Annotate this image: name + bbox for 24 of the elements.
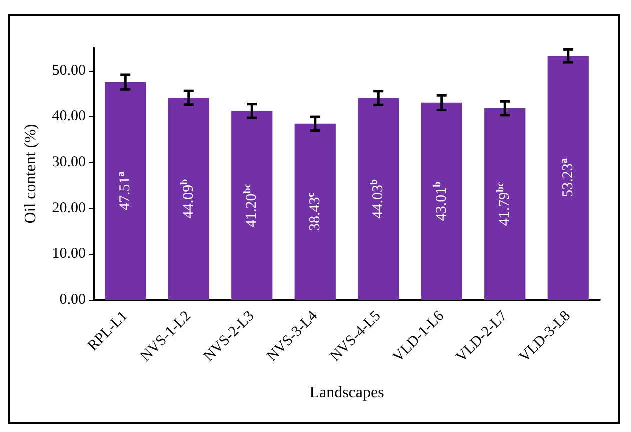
bar	[358, 98, 400, 300]
data-label: 53.23a	[558, 158, 576, 198]
data-label: 41.79bc	[496, 182, 514, 226]
bar	[294, 124, 336, 300]
y-tick-label: 40.00	[52, 108, 86, 125]
bar	[232, 111, 273, 300]
y-tick-label: 30.00	[52, 154, 86, 171]
y-tick-label: 20.00	[52, 200, 86, 216]
x-axis-title: Landscapes	[310, 384, 384, 402]
data-label: 38.43c	[306, 192, 324, 232]
bar	[548, 56, 589, 300]
data-label: 44.09b	[179, 178, 197, 219]
bar	[168, 98, 210, 300]
bar	[484, 108, 526, 300]
data-label: 41.20bc	[242, 183, 260, 228]
data-label: 44.03b	[369, 179, 387, 219]
bar	[421, 102, 462, 300]
y-tick-label: 0.00	[60, 292, 86, 308]
data-label: 43.01b	[432, 181, 450, 222]
y-axis-title: Oil content (%)	[22, 124, 40, 224]
y-tick-label: 10.00	[52, 246, 86, 262]
data-label: 47.51a	[116, 172, 134, 211]
y-tick-label: 50.00	[52, 62, 86, 79]
bar	[105, 82, 146, 300]
